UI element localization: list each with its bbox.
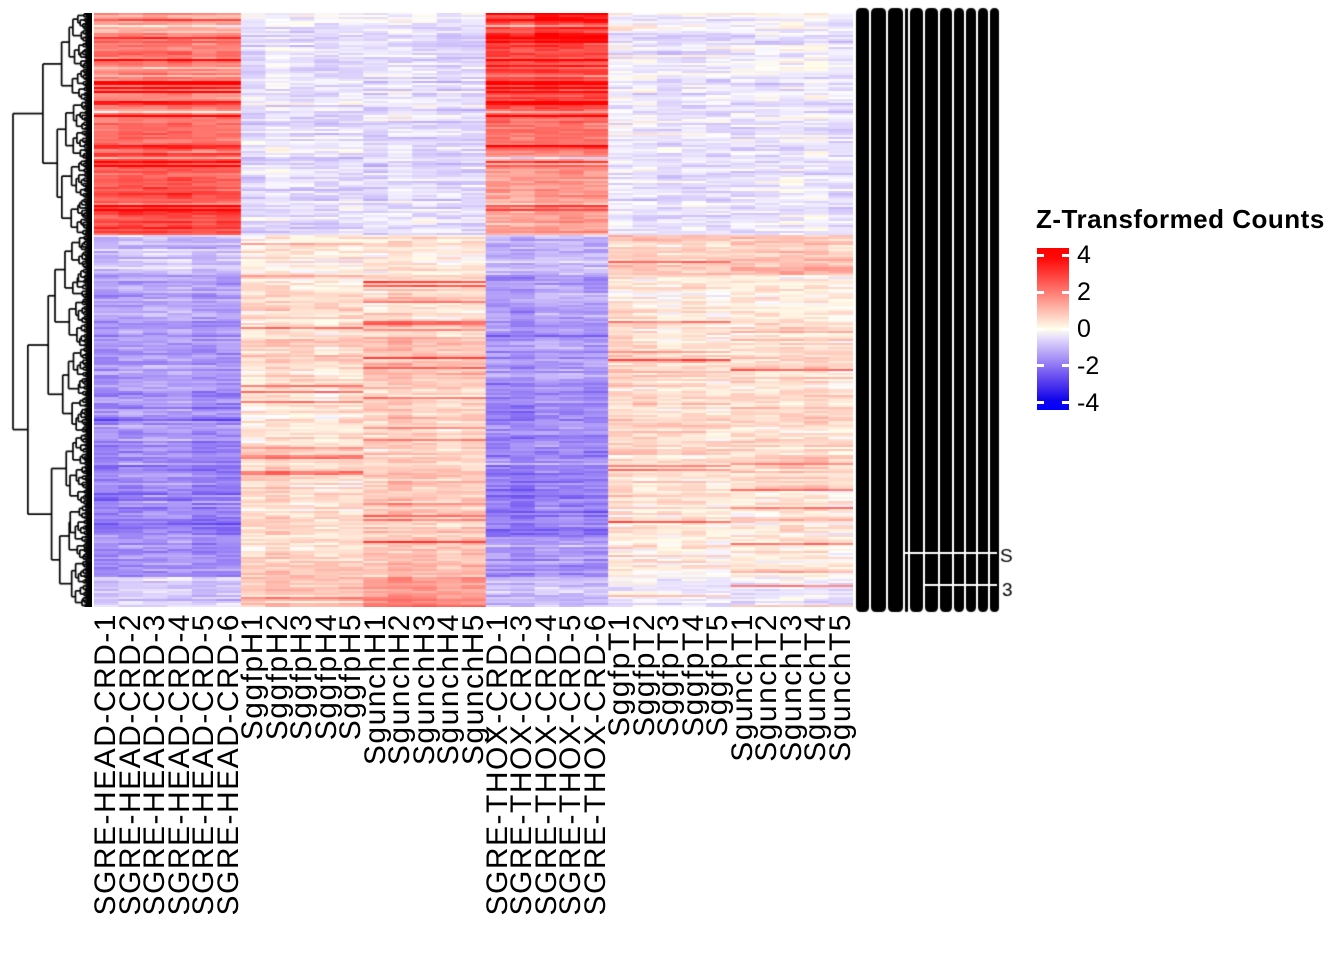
- column-label: SGRE-THOX-CRD-1: [480, 613, 514, 916]
- legend-tickmark: [1062, 364, 1069, 368]
- column-label: SGRE-HEAD-CRD-3: [138, 613, 172, 916]
- column-label: SggfpT4: [676, 613, 710, 737]
- column-label: SgunchT2: [750, 613, 784, 762]
- row-dendrogram: [6, 13, 92, 607]
- legend-tickmark: [1037, 290, 1044, 294]
- legend-tickmark: [1037, 401, 1044, 405]
- column-label: SggfpH5: [334, 613, 368, 741]
- column-label: SGRE-HEAD-CRD-4: [162, 613, 196, 916]
- legend-tick-label: -4: [1077, 388, 1100, 417]
- column-label: SgunchT4: [799, 613, 833, 762]
- column-label: SgunchH4: [432, 613, 466, 766]
- legend-tickmark: [1037, 253, 1044, 257]
- column-label: SGRE-THOX-CRD-4: [529, 613, 563, 916]
- column-label: SgunchT5: [823, 613, 857, 762]
- column-label: SGRE-HEAD-CRD-6: [211, 613, 245, 916]
- legend-tickmark: [1062, 290, 1069, 294]
- column-label: SggfpH2: [260, 613, 294, 741]
- column-label: SggfpT2: [627, 613, 661, 737]
- column-label: SggfpH3: [285, 613, 319, 741]
- column-label: SGRE-THOX-CRD-3: [505, 613, 539, 916]
- column-label: SgunchT3: [774, 613, 808, 762]
- column-label: SGRE-HEAD-CRD-1: [89, 613, 123, 916]
- column-label: SgunchH2: [383, 613, 417, 766]
- column-label: SgunchH5: [456, 613, 490, 766]
- legend-tickmark: [1062, 401, 1069, 405]
- heatmap-canvas: [94, 13, 853, 607]
- legend-tick-label: 0: [1077, 315, 1091, 343]
- row-labels-overplotted: [855, 6, 1020, 618]
- legend-tick-label: -2: [1077, 351, 1100, 380]
- column-label: SgunchH3: [407, 613, 441, 766]
- column-label: SggfpT1: [603, 613, 637, 737]
- column-label: SgunchH1: [358, 613, 392, 766]
- column-label: SgunchT1: [725, 613, 759, 762]
- column-label: SggfpT3: [652, 613, 686, 737]
- column-label: SGRE-HEAD-CRD-2: [113, 613, 147, 916]
- legend-title: Z-Transformed Counts: [1036, 204, 1325, 234]
- column-label: SGRE-HEAD-CRD-5: [187, 613, 221, 916]
- legend-tickmark: [1037, 364, 1044, 368]
- legend-tick-label: 2: [1077, 278, 1091, 307]
- column-label: SGRE-THOX-CRD-5: [554, 613, 588, 916]
- column-label: SggfpH4: [309, 613, 343, 741]
- column-label: SGRE-THOX-CRD-6: [578, 613, 612, 916]
- legend-tick-label: 4: [1077, 241, 1091, 270]
- legend-tickmark: [1062, 253, 1069, 257]
- legend-tickmark: [1037, 327, 1044, 331]
- column-label: SggfpT5: [701, 613, 735, 737]
- column-label: SggfpH1: [236, 613, 270, 741]
- legend-tickmark: [1062, 327, 1069, 331]
